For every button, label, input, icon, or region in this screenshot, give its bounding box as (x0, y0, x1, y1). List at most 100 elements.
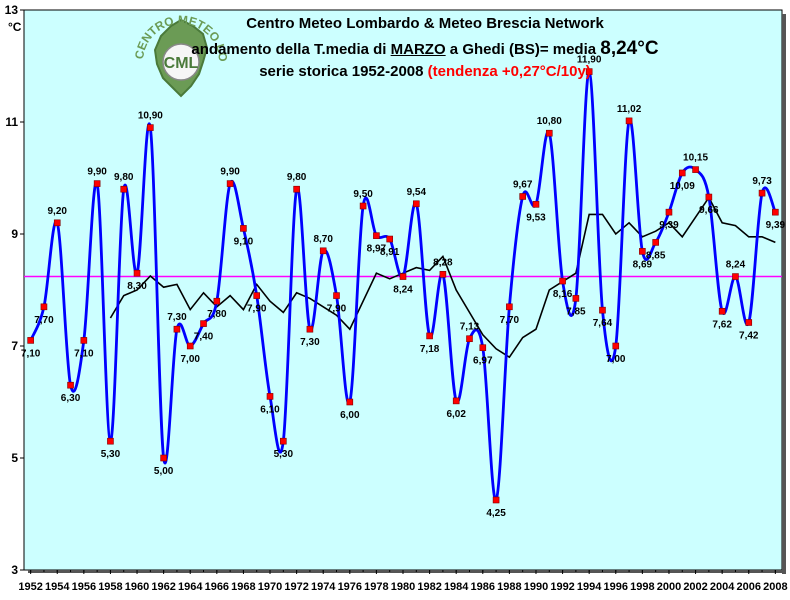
data-label: 7,30 (300, 337, 320, 348)
data-label: 8,24 (393, 285, 413, 296)
data-label: 7,70 (500, 315, 520, 326)
data-label: 7,70 (34, 315, 54, 326)
y-tick-label: 5 (11, 451, 18, 465)
data-point (745, 319, 753, 326)
y-tick-label: 3 (11, 563, 18, 577)
y-tick-label: 13 (5, 3, 19, 17)
data-label: 11,02 (617, 104, 642, 115)
x-tick-label: 1972 (284, 581, 308, 593)
x-tick-label: 1982 (417, 581, 441, 593)
data-point (612, 342, 620, 350)
data-label: 8,30 (127, 281, 147, 292)
data-label: 9,90 (220, 167, 240, 178)
data-label: 6,02 (446, 409, 466, 420)
data-label: 9,73 (752, 176, 772, 187)
data-point (639, 248, 646, 255)
data-point (53, 219, 61, 227)
x-tick-label: 1960 (125, 581, 149, 593)
data-point (253, 292, 261, 299)
x-tick-label: 2002 (683, 581, 707, 593)
data-point (758, 189, 766, 197)
data-label: 9,66 (699, 205, 719, 216)
data-point (519, 193, 526, 200)
data-label: 8,85 (646, 250, 666, 261)
data-label: 7,80 (207, 309, 227, 320)
data-point (120, 185, 128, 193)
data-point (772, 208, 779, 216)
data-point (107, 437, 114, 445)
x-tick-label: 1964 (178, 581, 203, 593)
x-tick-label: 1952 (18, 581, 42, 593)
x-tick-label: 1990 (524, 581, 548, 593)
subtitle-prefix: andamento della T.media di (191, 41, 391, 58)
x-tick-label: 1978 (364, 581, 388, 593)
x-tick-label: 1962 (151, 581, 175, 593)
data-label: 7,42 (739, 330, 759, 341)
month-label: MARZO (390, 41, 446, 58)
data-label: 11,90 (577, 55, 602, 66)
data-point (492, 496, 500, 504)
data-point (532, 201, 540, 208)
data-point (160, 454, 167, 462)
data-point (718, 307, 726, 315)
data-label: 8,69 (633, 259, 653, 270)
chart-title: Centro Meteo Lombardo & Meteo Brescia Ne… (246, 15, 604, 32)
x-tick-label: 2008 (763, 581, 787, 593)
data-point (506, 303, 513, 311)
data-point (280, 437, 287, 445)
data-label: 10,15 (683, 153, 708, 164)
data-label: 9,80 (287, 172, 307, 183)
data-label: 7,30 (167, 312, 187, 323)
data-point (559, 277, 566, 285)
data-point (306, 325, 314, 333)
data-point (27, 337, 34, 344)
data-label: 7,40 (194, 332, 214, 343)
x-tick-label: 1970 (258, 581, 282, 593)
y-tick-label: 11 (5, 115, 18, 129)
data-label: 10,09 (670, 181, 695, 192)
x-tick-label: 1988 (497, 581, 521, 593)
data-label: 9,80 (114, 172, 134, 183)
data-label: 9,54 (407, 187, 427, 198)
x-tick-label: 1956 (72, 581, 96, 593)
cml-logo: CENTRO METEO LOMBARDO CML (128, 0, 230, 108)
data-label: 9,20 (48, 206, 68, 217)
data-point (80, 337, 88, 344)
data-point (186, 342, 194, 350)
data-label: 4,25 (486, 508, 506, 519)
data-point (412, 200, 420, 208)
data-label: 7,00 (606, 354, 626, 365)
data-label: 7,62 (712, 319, 732, 330)
data-label: 8,97 (367, 244, 387, 255)
data-point (625, 117, 633, 125)
data-point (439, 271, 447, 278)
x-tick-label: 2000 (657, 581, 681, 593)
data-label: 6,97 (473, 356, 493, 367)
data-label: 7,90 (247, 304, 267, 315)
data-label: 5,00 (154, 466, 174, 477)
data-label: 9,39 (659, 220, 679, 231)
data-point (665, 208, 673, 216)
data-point (386, 235, 394, 243)
y-axis-unit: °C (8, 20, 22, 34)
data-point (678, 169, 686, 177)
data-point (652, 239, 659, 246)
data-label: 5,30 (274, 449, 294, 460)
data-point (479, 344, 487, 351)
x-tick-label: 1992 (550, 581, 574, 593)
x-tick-label: 1994 (577, 581, 602, 593)
data-point (426, 332, 433, 340)
data-point (599, 306, 606, 314)
data-point (213, 297, 221, 305)
data-point (545, 129, 553, 137)
data-label: 8,28 (433, 257, 453, 268)
data-point (93, 180, 101, 187)
data-point (466, 335, 473, 343)
data-label: 9,53 (526, 212, 546, 223)
chart-subtitle: andamento della T.media di MARZO a Ghedi… (80, 38, 770, 60)
x-tick-label: 1974 (311, 581, 336, 593)
data-label: 7,64 (593, 318, 613, 329)
data-point (732, 273, 739, 280)
x-tick-label: 1996 (604, 581, 628, 593)
data-point (173, 325, 181, 333)
